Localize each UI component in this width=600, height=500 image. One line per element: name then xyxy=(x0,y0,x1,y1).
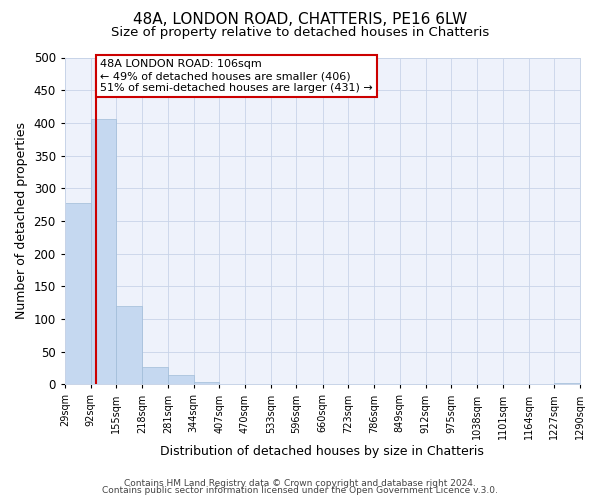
Text: Size of property relative to detached houses in Chatteris: Size of property relative to detached ho… xyxy=(111,26,489,39)
Y-axis label: Number of detached properties: Number of detached properties xyxy=(15,122,28,320)
Text: 48A LONDON ROAD: 106sqm
← 49% of detached houses are smaller (406)
51% of semi-d: 48A LONDON ROAD: 106sqm ← 49% of detache… xyxy=(100,60,373,92)
Text: Contains HM Land Registry data © Crown copyright and database right 2024.: Contains HM Land Registry data © Crown c… xyxy=(124,478,476,488)
Bar xyxy=(168,375,194,384)
Bar xyxy=(91,119,116,384)
Text: 48A, LONDON ROAD, CHATTERIS, PE16 6LW: 48A, LONDON ROAD, CHATTERIS, PE16 6LW xyxy=(133,12,467,28)
Bar xyxy=(65,203,91,384)
X-axis label: Distribution of detached houses by size in Chatteris: Distribution of detached houses by size … xyxy=(160,444,484,458)
Bar xyxy=(116,306,142,384)
Bar xyxy=(194,382,219,384)
Bar xyxy=(554,383,580,384)
Text: Contains public sector information licensed under the Open Government Licence v.: Contains public sector information licen… xyxy=(102,486,498,495)
Bar xyxy=(142,366,168,384)
